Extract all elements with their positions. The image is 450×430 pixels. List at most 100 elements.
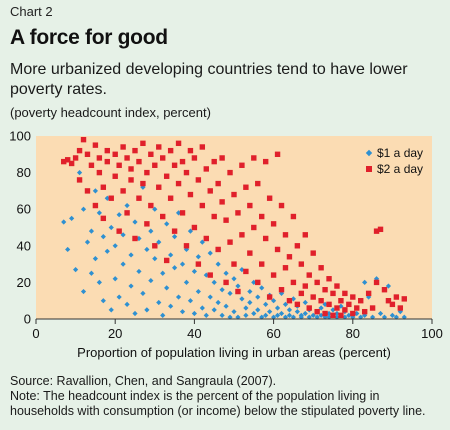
point-2-dollar <box>112 151 118 157</box>
point-2-dollar <box>191 155 198 161</box>
point-2-dollar <box>270 221 277 227</box>
point-2-dollar <box>302 232 308 238</box>
point-2-dollar <box>322 287 328 293</box>
point-1-dollar <box>76 170 83 176</box>
point-1-dollar <box>286 312 293 318</box>
point-2-dollar <box>80 136 87 143</box>
point-2-dollar <box>92 202 99 209</box>
point-2-dollar <box>278 287 285 293</box>
point-1-dollar <box>207 250 213 256</box>
x-tick-label: 100 <box>421 326 443 341</box>
point-2-dollar <box>219 199 225 205</box>
point-1-dollar <box>247 299 253 306</box>
point-1-dollar <box>195 254 201 260</box>
point-2-dollar <box>144 221 150 227</box>
points-layer <box>61 136 407 320</box>
point-2-dollar <box>274 246 281 253</box>
point-1-dollar <box>223 303 229 309</box>
y-tick-label: 0 <box>24 312 31 327</box>
point-1-dollar <box>144 307 150 313</box>
point-2-dollar <box>163 173 170 179</box>
point-1-dollar <box>120 261 126 267</box>
point-2-dollar <box>140 180 146 187</box>
point-2-dollar <box>100 215 107 222</box>
point-2-dollar <box>314 308 320 315</box>
point-1-dollar <box>156 299 162 306</box>
point-2-dollar <box>195 177 202 183</box>
point-1-dollar <box>80 206 87 212</box>
y-tick-label: 80 <box>17 165 31 180</box>
y-tick-label: 40 <box>17 238 31 253</box>
point-1-dollar <box>128 283 134 289</box>
point-2-dollar <box>144 169 150 176</box>
point-1-dollar <box>251 279 257 285</box>
point-1-dollar <box>298 314 304 320</box>
point-2-dollar <box>116 162 122 168</box>
point-1-dollar <box>215 299 221 306</box>
point-2-dollar <box>251 155 257 161</box>
x-axis-title: Proportion of population living in urban… <box>77 345 391 360</box>
point-1-dollar <box>401 314 407 320</box>
y-tick-label: 60 <box>17 202 31 217</box>
point-2-dollar <box>346 301 352 308</box>
point-2-dollar <box>140 140 146 147</box>
point-1-dollar <box>235 283 241 289</box>
point-1-dollar <box>132 310 138 317</box>
point-1-dollar <box>104 248 110 254</box>
point-2-dollar <box>187 191 194 198</box>
point-2-dollar <box>255 279 261 286</box>
point-2-dollar <box>294 301 301 308</box>
point-1-dollar <box>211 307 217 313</box>
point-2-dollar <box>203 235 209 242</box>
point-2-dollar <box>76 177 83 183</box>
point-1-dollar <box>334 310 340 317</box>
point-1-dollar <box>172 265 178 271</box>
point-2-dollar <box>128 166 134 172</box>
point-1-dollar <box>112 276 118 282</box>
point-1-dollar <box>73 266 79 273</box>
point-1-dollar <box>227 290 233 296</box>
point-1-dollar <box>65 246 71 253</box>
point-2-dollar <box>120 188 126 194</box>
point-1-dollar <box>80 288 87 295</box>
point-2-dollar <box>358 298 364 304</box>
point-1-dollar <box>92 256 98 262</box>
point-2-dollar <box>338 312 344 319</box>
point-1-dollar <box>389 312 395 318</box>
point-2-dollar <box>334 283 340 289</box>
point-2-dollar <box>203 166 209 172</box>
point-2-dollar <box>377 226 384 233</box>
point-2-dollar <box>76 147 83 154</box>
point-2-dollar <box>163 257 170 264</box>
point-2-dollar <box>64 157 71 163</box>
point-2-dollar <box>167 195 174 201</box>
point-2-dollar <box>227 169 233 176</box>
point-2-dollar <box>167 147 174 154</box>
point-2-dollar <box>132 235 138 242</box>
point-2-dollar <box>160 155 166 161</box>
point-1-dollar <box>88 228 95 234</box>
point-1-dollar <box>148 277 154 284</box>
point-2-dollar <box>318 265 324 271</box>
point-1-dollar <box>124 202 130 209</box>
point-1-dollar <box>267 309 273 315</box>
point-1-dollar <box>92 188 98 194</box>
point-1-dollar <box>136 268 142 275</box>
point-1-dollar <box>302 310 308 317</box>
y-tick-label: 20 <box>17 275 31 290</box>
point-2-dollar <box>223 217 229 223</box>
point-2-dollar <box>207 188 213 194</box>
point-2-dollar <box>350 310 356 317</box>
point-2-dollar <box>354 305 360 311</box>
point-2-dollar <box>270 272 277 278</box>
point-1-dollar <box>302 299 308 306</box>
point-2-dollar <box>235 288 241 295</box>
point-1-dollar <box>199 305 205 311</box>
point-1-dollar <box>350 314 356 320</box>
point-2-dollar <box>298 261 305 267</box>
point-2-dollar <box>231 261 237 267</box>
point-2-dollar <box>326 301 332 308</box>
point-2-dollar <box>274 151 281 157</box>
point-1-dollar <box>84 239 91 245</box>
point-1-dollar <box>187 298 194 304</box>
